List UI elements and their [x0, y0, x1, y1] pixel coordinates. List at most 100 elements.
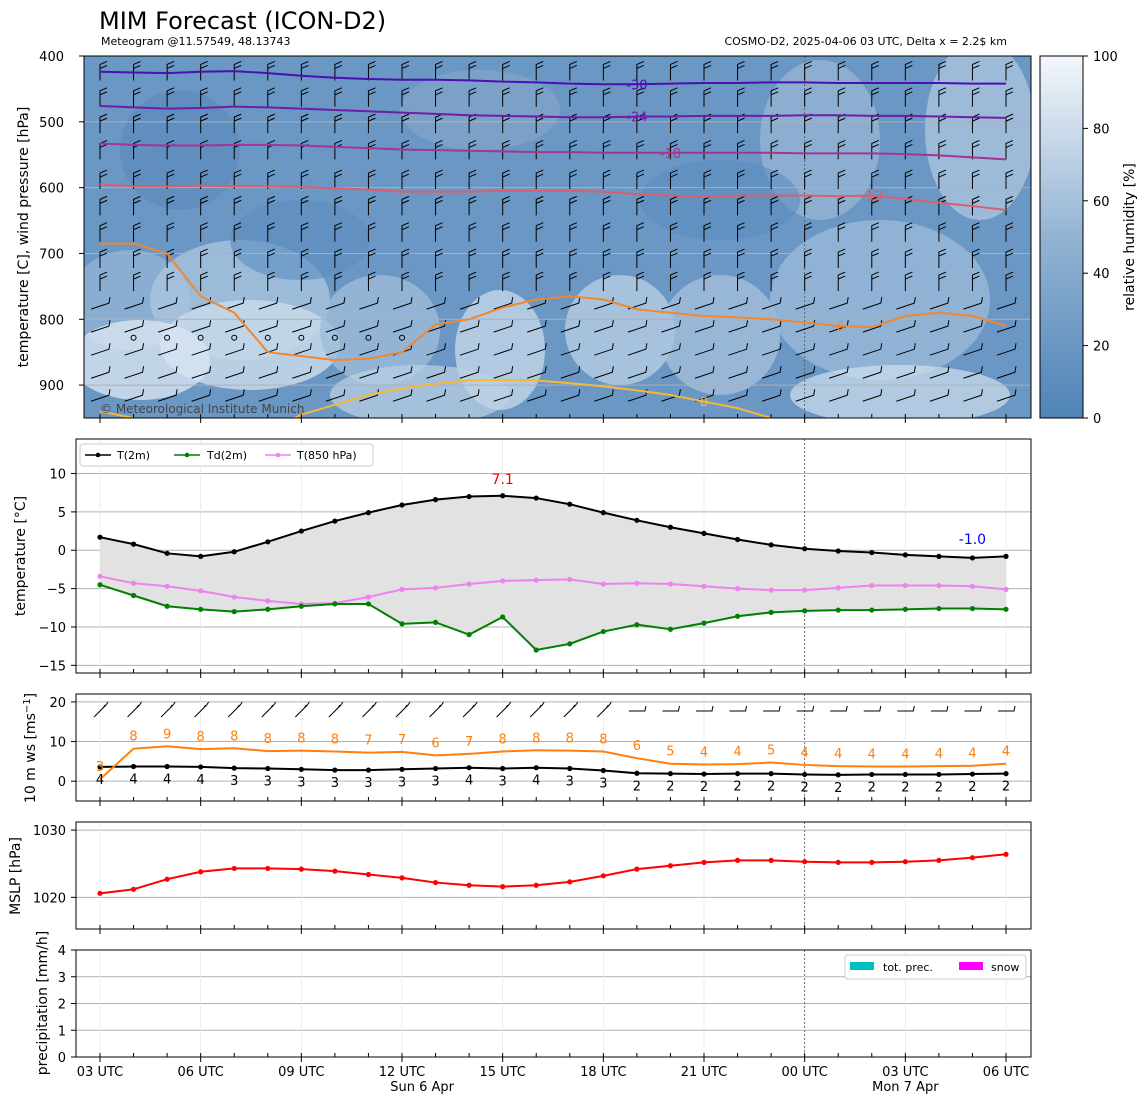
xtick-label-12: 15 UTC: [479, 1065, 525, 1080]
t850-point: [936, 582, 942, 589]
ws-point: [466, 765, 472, 771]
td2m-point: [365, 601, 372, 607]
ytick-label-1: 1: [58, 1024, 66, 1039]
ws-label: 2: [834, 781, 842, 796]
wind-barb: [1005, 60, 1014, 81]
yaxis-temperature: −15 −10 −5 0 5 10: [39, 468, 76, 674]
gust-label: 4: [901, 748, 909, 763]
rh-blob-9: [925, 56, 1031, 220]
mslp-point: [667, 863, 674, 869]
wind-barb: [737, 87, 745, 107]
wind-barb: [90, 320, 111, 333]
wind-barb: [636, 195, 645, 216]
wind-barb: [359, 320, 379, 333]
wind-barb: [191, 389, 212, 402]
wind-barb: [233, 169, 242, 190]
t850-point: [734, 586, 741, 592]
surface-wind-barb: [261, 701, 277, 718]
wind-barb: [233, 248, 242, 269]
wind-barb: [200, 271, 208, 292]
yaxis-wind: 0 10 20: [49, 696, 76, 790]
ws-point: [600, 767, 606, 774]
xtick-label-9: 12 UTC: [379, 1065, 425, 1080]
t850-point: [164, 583, 170, 589]
rh-blob-3: [84, 320, 210, 400]
t850-point: [667, 581, 674, 587]
mslp-point: [567, 879, 573, 885]
surface-wind-barb: [160, 701, 176, 718]
temperature-series: [97, 493, 1009, 653]
ws-point: [298, 766, 304, 772]
wind-barb: [938, 169, 947, 190]
wind-barb: [325, 320, 346, 333]
wind-barb: [367, 139, 376, 160]
ws-point: [432, 765, 439, 772]
rh-blob-7: [660, 275, 780, 395]
wind-barb: [334, 60, 343, 81]
cb-tick-label-80: 80: [1093, 122, 1110, 137]
wind-barb: [963, 389, 983, 402]
wind-barb: [267, 87, 275, 107]
wind-barb: [661, 320, 681, 333]
wind-barb: [157, 320, 178, 333]
wind-barb: [996, 343, 1017, 356]
wind-barb: [971, 195, 980, 216]
ws-label: 2: [666, 780, 674, 795]
wind-barb: [99, 87, 108, 107]
t850-point: [701, 583, 707, 589]
gust-label: 6: [633, 739, 641, 754]
wind-barb: [392, 389, 413, 402]
legend-t2m: T(2m): [116, 449, 150, 462]
td2m-point: [835, 607, 841, 613]
wind-barb: [560, 343, 581, 356]
mslp-point: [198, 869, 204, 875]
t2m-point: [902, 552, 908, 558]
wind-barb: [401, 60, 410, 81]
wind-barb: [904, 271, 913, 292]
wind-barb: [661, 297, 681, 310]
legend-t850: T(850 hPa): [296, 449, 357, 462]
wind-barb: [267, 248, 275, 269]
wind-barb: [871, 271, 879, 292]
colorbar-label: relative humidity [%]: [1122, 163, 1138, 311]
wind-barb: [804, 248, 812, 269]
td2m-point: [701, 620, 707, 626]
wind-barb: [258, 297, 279, 310]
wind-barb: [770, 271, 779, 292]
panel-temperature: −15 −10 −5 0 5 10 temperature [°C] 7.1 -1.0 T…: [13, 438, 1032, 678]
wind-barb: [191, 320, 212, 333]
wind-barb: [292, 389, 312, 402]
surface-wind-barb: [628, 705, 647, 712]
wind-barb: [468, 271, 477, 292]
wind-barb: [560, 320, 581, 333]
wind-barb: [938, 222, 947, 242]
wind-barb: [527, 389, 547, 402]
ws-label: 2: [733, 780, 741, 795]
wind-barb: [99, 169, 108, 190]
wind-barb: [661, 366, 681, 379]
wind-barb: [502, 271, 510, 292]
ws-point: [1003, 771, 1009, 777]
wind-barb: [359, 343, 379, 356]
wind-barb: [761, 343, 782, 356]
rh-blob-8: [770, 220, 990, 380]
ws-label: 3: [264, 775, 272, 790]
wind-barb: [124, 389, 145, 402]
wind-barb: [963, 366, 983, 379]
gust-label: 8: [230, 729, 238, 744]
t850-point: [500, 578, 506, 584]
wind-barb: [300, 113, 309, 134]
wind-barb: [669, 195, 678, 216]
wind-barb: [367, 87, 376, 107]
wind-barb: [493, 320, 514, 333]
wind-barb: [99, 222, 108, 242]
colorbar: 0 20 40 60 80 100 relative humidity [%]: [1039, 50, 1138, 427]
wind-barb: [233, 87, 242, 107]
wind-barb: [795, 320, 816, 333]
wind-barb: [963, 297, 983, 310]
ws-point: [198, 764, 204, 770]
xticks-temperature: [99, 669, 1007, 678]
wind-barb: [334, 169, 343, 190]
wind-barb: [569, 271, 577, 292]
wind-barb: [829, 366, 849, 379]
